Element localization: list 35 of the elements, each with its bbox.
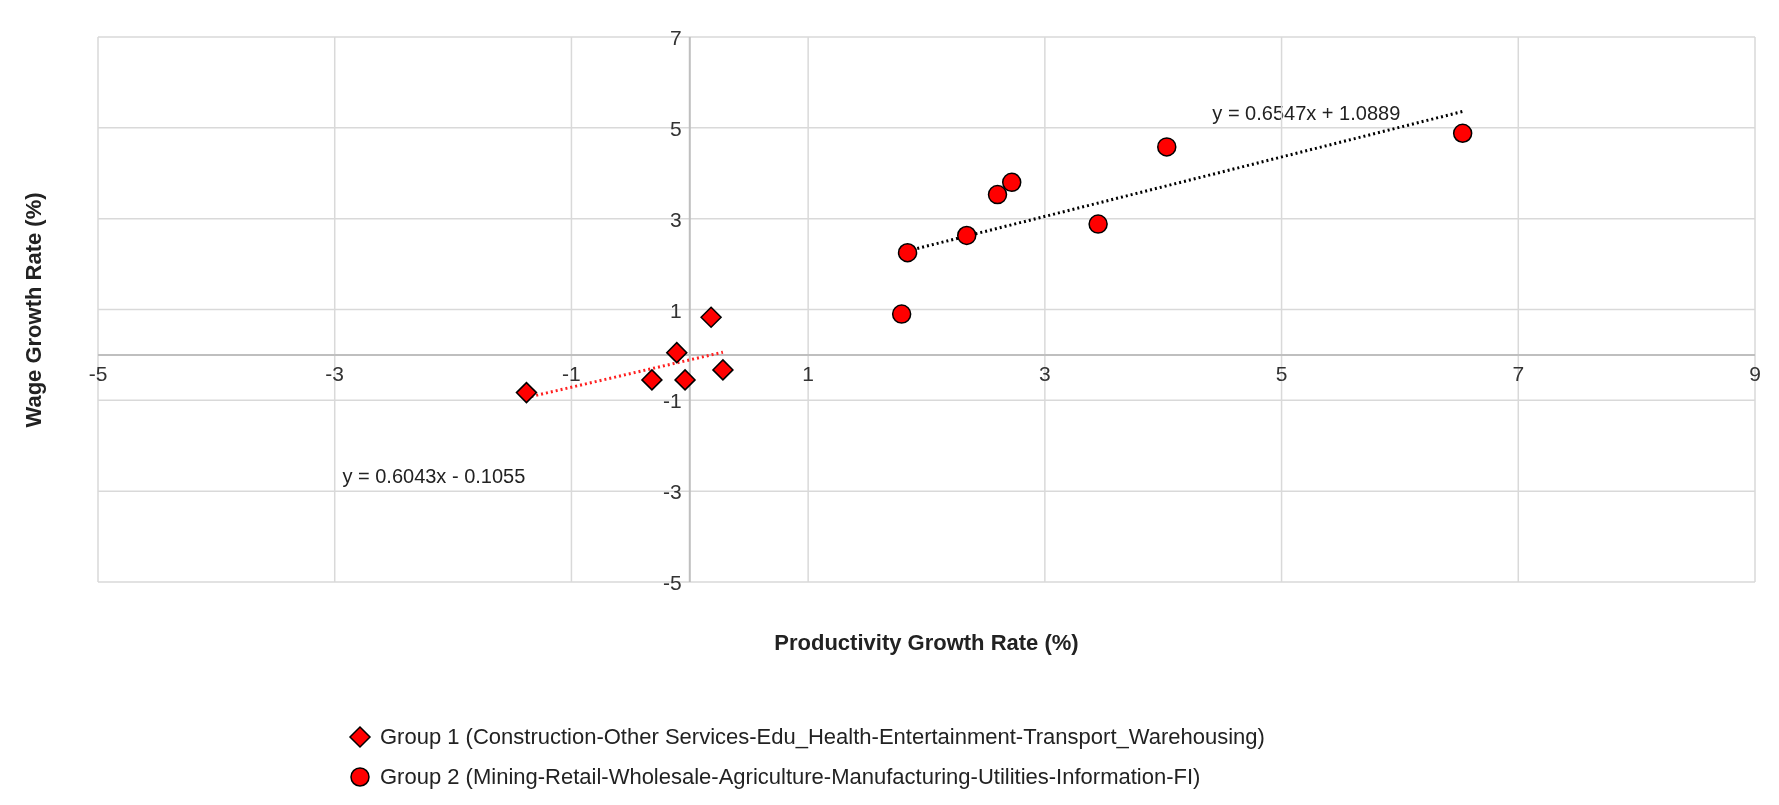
point (1001, 172, 1022, 193)
annotation: y = 0.6043x - 0.1055 (342, 464, 526, 488)
x-tick-label: -1 (562, 361, 581, 385)
x-tick-label: 1 (802, 361, 814, 385)
point (700, 306, 722, 328)
y-tick-label: -5 (663, 571, 682, 594)
point (956, 225, 977, 246)
point (674, 369, 696, 391)
y-axis-title: Wage Growth Rate (%) (21, 191, 47, 428)
legend-label: Group 1 (Construction-Other Services-Edu_Health-Entertainment-Transport_Warehousing) (380, 724, 1265, 750)
point (712, 359, 734, 381)
y-tick-label: 3 (670, 207, 682, 231)
x-tick-label: 7 (1512, 361, 1525, 385)
point (1088, 214, 1108, 234)
point (666, 341, 688, 364)
y-tick-label: -1 (663, 389, 682, 413)
x-axis-title: Productivity Growth Rate (%) (773, 630, 1080, 656)
y-tick-label: -3 (663, 480, 682, 504)
annotation: y = 0.6547x + 1.0889 (1212, 102, 1401, 126)
x-tick-label: 5 (1275, 361, 1288, 385)
x-tick-label: 9 (1749, 361, 1761, 385)
point (987, 184, 1008, 205)
y-tick-label: 1 (670, 298, 682, 322)
x-tick-label: -3 (325, 361, 345, 385)
point (1452, 123, 1473, 144)
y-tick-label: 7 (670, 26, 682, 49)
point (897, 242, 918, 263)
point (641, 369, 663, 391)
x-tick-label: -5 (88, 361, 108, 385)
point (1157, 137, 1177, 157)
y-tick-label: 5 (670, 116, 682, 140)
point (515, 381, 538, 404)
x-tick-label: 3 (1039, 361, 1051, 385)
point (891, 304, 912, 324)
legend-label: Group 2 (Mining-Retail-Wholesale-Agriculture-Manufacturing-Utilities-Information-FI) (380, 764, 1201, 790)
